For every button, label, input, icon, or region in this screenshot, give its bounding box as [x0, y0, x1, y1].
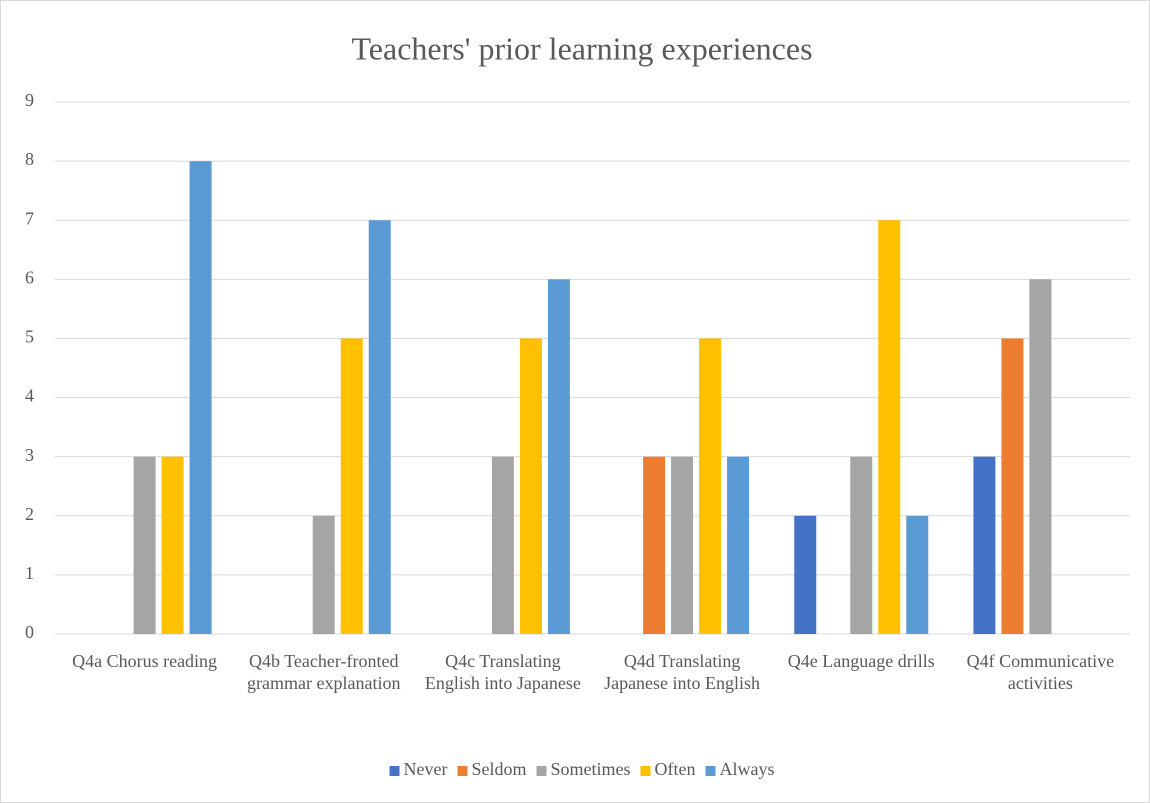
bar [727, 456, 750, 634]
x-tick-label: Q4d Translating Japanese into English [604, 651, 761, 693]
bar [643, 456, 666, 634]
bar [312, 515, 335, 634]
legend-swatch [457, 766, 468, 776]
legend-swatch [705, 766, 716, 776]
legend-swatch [640, 766, 651, 776]
y-tick-label: 8 [25, 149, 34, 169]
y-tick-label: 2 [25, 504, 34, 524]
legend-swatch [389, 766, 400, 776]
bar [878, 220, 901, 634]
bar [189, 161, 212, 634]
bar [368, 220, 391, 634]
x-tick-label: Q4f Communicative activities [966, 651, 1115, 693]
legend-label: Always [719, 759, 774, 779]
bar [519, 338, 542, 634]
bar [973, 456, 996, 634]
legend-label: Seldom [471, 759, 526, 779]
legend-label: Often [655, 759, 696, 779]
y-tick-label: 5 [25, 327, 34, 347]
chart-title: Teachers' prior learning experiences [351, 30, 812, 66]
y-tick-label: 1 [25, 563, 34, 583]
bar [671, 456, 694, 634]
bar [850, 456, 873, 634]
y-tick-label: 4 [25, 386, 34, 406]
y-tick-label: 7 [25, 208, 34, 228]
bar [1029, 279, 1052, 634]
y-tick-label: 3 [25, 445, 34, 465]
x-tick-label: Q4a Chorus reading [72, 651, 218, 671]
bar [491, 456, 514, 634]
y-tick-label: 6 [25, 267, 34, 287]
legend-label: Sometimes [551, 759, 631, 779]
bar [906, 515, 929, 634]
x-tick-label: Q4c Translating English into Japanese [424, 651, 581, 693]
y-tick-label: 9 [25, 90, 34, 110]
bar [1001, 338, 1024, 634]
bar [547, 279, 570, 634]
bar [133, 456, 156, 634]
y-tick-label: 0 [25, 622, 34, 642]
legend-swatch [536, 766, 547, 776]
x-tick-label: Q4e Language drills [787, 651, 935, 671]
legend-label: Never [404, 759, 448, 779]
bar [340, 338, 363, 634]
bar [161, 456, 184, 634]
bar [699, 338, 722, 634]
bar [794, 515, 817, 634]
x-tick-label: Q4b Teacher-fronted grammar explanation [247, 651, 401, 693]
